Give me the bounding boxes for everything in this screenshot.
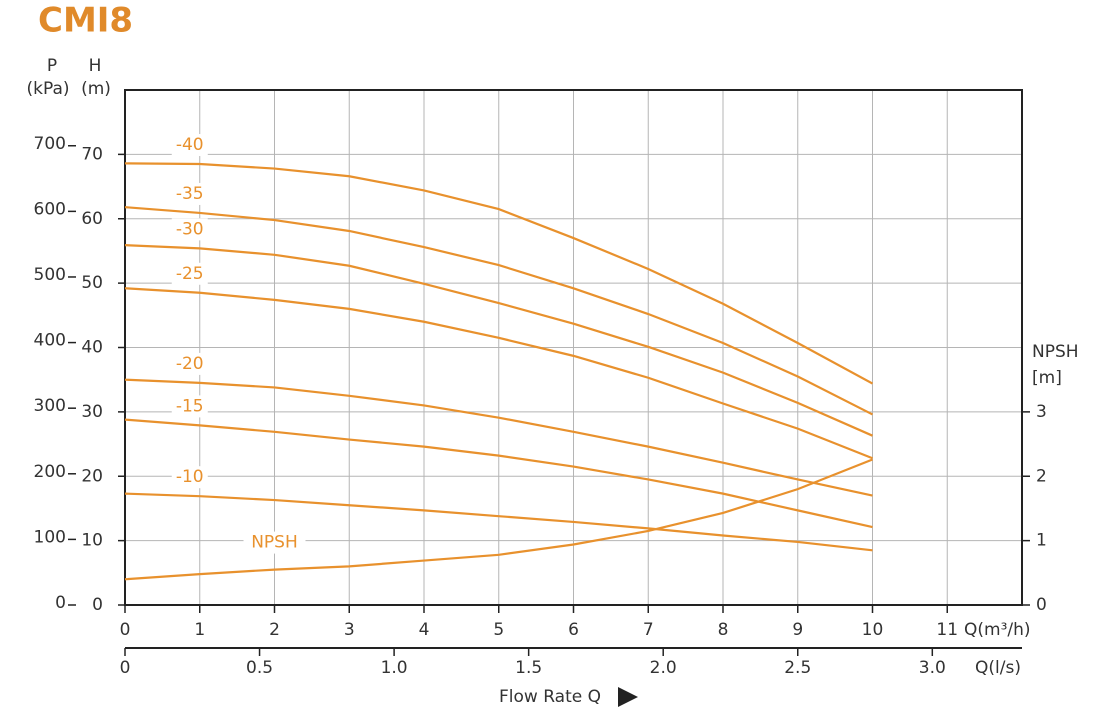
- series-line: [124, 287, 873, 460]
- series-label-bg: [171, 182, 208, 205]
- series-label: NPSH: [251, 533, 298, 553]
- series-label: -35: [176, 184, 204, 204]
- series-line: [124, 206, 873, 416]
- p-tick-label: 300: [34, 396, 66, 416]
- x-tick-label: 9: [792, 620, 803, 640]
- x2-label: Q(l/s): [975, 658, 1021, 678]
- y-tick-label: 50: [81, 273, 103, 293]
- x-tick-label: 6: [568, 620, 579, 640]
- p-unit: (kPa): [26, 79, 69, 99]
- series-label-bg: [171, 352, 208, 375]
- h-unit: (m): [81, 79, 111, 99]
- y2-tick-label: 1: [1036, 531, 1047, 551]
- p-tick-label: 600: [34, 199, 66, 219]
- x-tick-label: 2: [269, 620, 280, 640]
- h-label: H: [89, 56, 102, 76]
- y2-tick-label: 0: [1036, 595, 1047, 615]
- x-tick-label: 7: [643, 620, 654, 640]
- y-tick-label: 60: [81, 209, 103, 229]
- series-line: [124, 418, 873, 529]
- y2-unit: [m]: [1032, 368, 1062, 388]
- series-line: [124, 492, 873, 552]
- frame: [124, 89, 1023, 606]
- x2-tick-label: 2.5: [784, 658, 811, 678]
- grid: [68, 89, 1030, 656]
- p-label: P: [47, 56, 57, 76]
- series-label-bg: [171, 395, 208, 418]
- arrow: [618, 687, 638, 707]
- x-tick-label: 4: [419, 620, 430, 640]
- series-line: [124, 162, 874, 385]
- series-line: [124, 378, 873, 497]
- x-tick-label: 1: [194, 620, 205, 640]
- p-tick-label: 400: [34, 331, 66, 351]
- series-line: [124, 244, 873, 437]
- series-line: [124, 458, 873, 581]
- series-label-bg: [171, 466, 208, 489]
- series-label: -10: [176, 467, 204, 487]
- p-tick-label: 0: [55, 593, 66, 613]
- x-tick-label: 0: [120, 620, 131, 640]
- x-tick-label: 5: [493, 620, 504, 640]
- x-tick-label: 3: [344, 620, 355, 640]
- series-label: -15: [176, 396, 204, 416]
- series-label: -20: [176, 354, 204, 374]
- axis-title: Flow Rate Q: [499, 687, 601, 707]
- x-tick-label: 8: [718, 620, 729, 640]
- x2-tick-label: 2.0: [650, 658, 677, 678]
- x-tick-label: 10: [862, 620, 884, 640]
- x-tick-label: 11: [936, 620, 958, 640]
- series-label: -30: [176, 219, 204, 239]
- x-label: Q(m³/h): [964, 620, 1031, 640]
- p-tick-label: 100: [34, 527, 66, 547]
- x2-tick-label: 0: [120, 658, 131, 678]
- y2-label: NPSH: [1032, 342, 1079, 362]
- y-tick-label: 0: [92, 595, 103, 615]
- y-tick-label: 70: [81, 144, 103, 164]
- series-label-bg: [171, 218, 208, 241]
- series-label: -40: [176, 135, 204, 155]
- series-label-bg: [243, 531, 306, 554]
- y-tick-label: 40: [81, 338, 103, 358]
- series-label-bg: [171, 262, 208, 285]
- series-label-bg: [171, 134, 208, 157]
- p-tick-label: 200: [34, 462, 66, 482]
- y2-tick-label: 3: [1036, 402, 1047, 422]
- plot: -40 -35 -30 -25 -20 -15 -10 NPSH: [124, 134, 874, 581]
- p-tick-label: 500: [34, 265, 66, 285]
- y-tick-label: 10: [81, 531, 103, 551]
- x2-tick-label: 1.5: [515, 658, 542, 678]
- x2-tick-label: 1.0: [381, 658, 408, 678]
- x2-tick-label: 0.5: [246, 658, 273, 678]
- y-tick-label: 20: [81, 466, 103, 486]
- chart-title: CMI8: [38, 1, 133, 41]
- series-label: -25: [176, 264, 204, 284]
- y-tick-label: 30: [81, 402, 103, 422]
- p-tick-label: 700: [34, 134, 66, 154]
- x2-tick-label: 3.0: [919, 658, 946, 678]
- y2-tick-label: 2: [1036, 466, 1047, 486]
